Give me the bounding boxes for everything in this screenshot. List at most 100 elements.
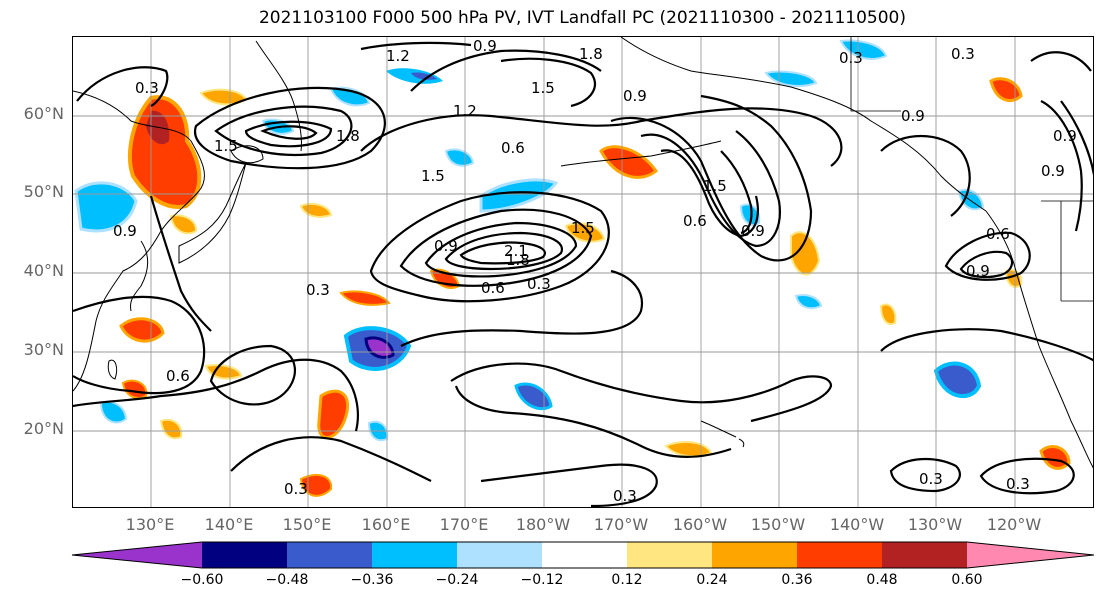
- state-borders: [850, 37, 1093, 302]
- contour-label: 0.6: [481, 279, 505, 297]
- contour-line: [360, 41, 472, 51]
- colorbar-bin: [797, 542, 882, 568]
- shade-positive-patch: [339, 290, 391, 306]
- contour-label: 0.3: [135, 79, 159, 97]
- contour-line: [450, 362, 833, 423]
- contour-line: [76, 66, 169, 107]
- colorbar-outline: [71, 541, 1095, 569]
- lon-label-140w: 140°W: [829, 515, 885, 534]
- colorbar-tick-label: 0.12: [611, 572, 643, 588]
- shade-positive-patch: [989, 77, 1023, 102]
- lon-label-130e: 130°E: [125, 515, 175, 534]
- shade-positive-patch: [119, 317, 165, 343]
- shade-positive-patch: [790, 231, 821, 276]
- shade-positive-patch: [169, 214, 197, 235]
- shade-negative-patch: [329, 86, 371, 107]
- contour-line: [610, 94, 813, 262]
- contour-label: 0.9: [623, 87, 647, 105]
- lon-label-120w: 120°W: [986, 515, 1042, 534]
- contour-label: 0.6: [986, 225, 1010, 243]
- contour-label: 0.6: [166, 367, 190, 385]
- contour-line: [369, 191, 610, 303]
- contour-line: [360, 107, 843, 167]
- shade-negative-patch: [739, 203, 761, 226]
- lat-label-20n: 20°N: [23, 419, 64, 438]
- shade-negative-patch: [479, 178, 559, 213]
- shade-positive-patch: [599, 145, 659, 179]
- contour-line: [73, 295, 206, 395]
- contour-label: 1.2: [453, 102, 477, 120]
- colorbar-bin: [712, 542, 797, 568]
- shade-positive-patch: [1039, 445, 1071, 470]
- colorbar-bin: [627, 542, 712, 568]
- contour-label: 1.5: [531, 79, 555, 97]
- contour-label: 0.9: [473, 37, 497, 55]
- lat-label-60n: 60°N: [23, 104, 64, 123]
- shade-negative-core: [411, 72, 437, 80]
- contour-label: 0.3: [613, 487, 637, 505]
- contour-line: [944, 231, 1031, 281]
- contour-line: [640, 130, 781, 248]
- colorbar-tick-label: 0.36: [781, 572, 813, 588]
- contour-line: [1040, 100, 1083, 232]
- lon-label-160w: 160°W: [672, 515, 728, 534]
- shade-negative-patch: [764, 70, 818, 87]
- contour-line: [459, 241, 546, 265]
- contour-label: 1.2: [386, 47, 410, 65]
- shade-negative-patch: [444, 148, 475, 167]
- colorbar-bin: [202, 542, 287, 568]
- map-panel: 1.2 0.9 1.8 0.3 1.5 0.9 0.3 1.2 1.5 1.8 …: [72, 36, 1094, 508]
- contour-label: 1.8: [336, 127, 360, 145]
- contour-line: [1030, 51, 1092, 72]
- contour-line: [410, 49, 602, 92]
- colorbar-tick-label: 0.60: [951, 572, 983, 588]
- map-canvas: 1.2 0.9 1.8 0.3 1.5 0.9 0.3 1.2 1.5 1.8 …: [73, 37, 1093, 507]
- shade-positive-patch: [317, 389, 350, 439]
- shade-positive-patch: [121, 379, 148, 399]
- shade-positive-patch: [664, 440, 713, 458]
- lon-label-150w: 150°W: [750, 515, 806, 534]
- colorbar-tick-label: −0.36: [350, 572, 394, 588]
- contour-line: [244, 120, 333, 148]
- coastline-kamchatka: [255, 40, 302, 152]
- coastline-hawaii: [700, 420, 745, 448]
- coastline-korea: [130, 240, 149, 312]
- colorbar-tick-label: −0.48: [265, 572, 309, 588]
- contour-line: [399, 208, 593, 287]
- contour-label: 0.9: [1053, 127, 1077, 145]
- coastline-alaska: [620, 37, 987, 212]
- contour-line: [230, 436, 432, 482]
- colorbar-tick-label: −0.24: [435, 572, 479, 588]
- contour-label: 0.9: [901, 107, 925, 125]
- contour-label: 1.5: [421, 167, 445, 185]
- contour-label: 0.3: [951, 45, 975, 63]
- colorbar-bin: [457, 542, 542, 568]
- shade-negative-patch: [514, 382, 553, 411]
- contour-label: 0.3: [839, 49, 863, 67]
- shade-negative-patch: [99, 400, 128, 424]
- contour-label: 0.3: [284, 480, 308, 498]
- contour-line: [480, 463, 658, 507]
- contour-line: [454, 385, 732, 458]
- lon-label-180w: 180°W: [515, 515, 571, 534]
- map-title: 2021103100 F000 500 hPa PV, IVT Landfall…: [258, 8, 906, 28]
- contour-line: [149, 195, 212, 332]
- contour-label: 1.8: [506, 251, 530, 269]
- contour-line: [400, 269, 644, 347]
- colorbar-extend-high: [967, 542, 1094, 568]
- contour-line: [193, 86, 386, 170]
- shade-positive-patch: [204, 364, 243, 380]
- contour-line: [880, 134, 971, 217]
- shade-negative-core: [364, 336, 395, 359]
- contour-line: [959, 250, 1014, 279]
- shade-positive-patch: [128, 95, 202, 209]
- contour-line: [500, 57, 596, 108]
- lon-label-140e: 140°E: [204, 515, 254, 534]
- colorbar-tick-label: −0.60: [180, 572, 224, 588]
- contour-line: [979, 457, 1075, 495]
- contour-label: 0.3: [919, 470, 943, 488]
- shade-positive-patch: [299, 473, 333, 497]
- contour-label: 1.5: [214, 137, 238, 155]
- lon-label-170w: 170°W: [593, 515, 649, 534]
- coastline-aleutians: [560, 140, 722, 167]
